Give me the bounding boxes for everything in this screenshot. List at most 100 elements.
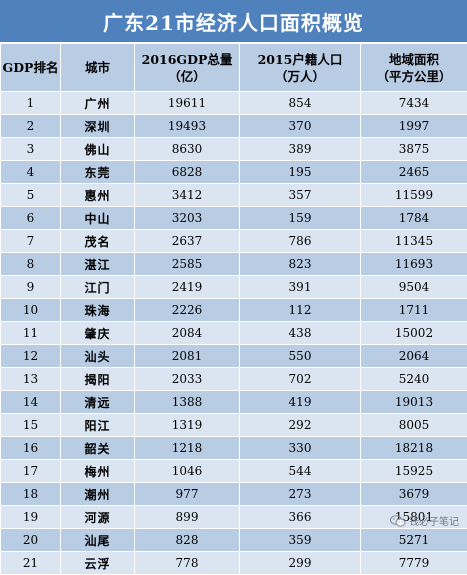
cell-city: 中山 (61, 207, 135, 230)
cell-rank: 9 (1, 276, 61, 299)
cell-city: 汕尾 (61, 529, 135, 552)
cell-rank: 14 (1, 391, 61, 414)
cell-gdp: 1218 (135, 437, 240, 460)
cell-population: 273 (240, 483, 361, 506)
header-pop-line1: 2015户籍人口 (258, 52, 343, 67)
cell-population: 330 (240, 437, 361, 460)
cell-city: 揭阳 (61, 368, 135, 391)
cell-population: 292 (240, 414, 361, 437)
cell-rank: 3 (1, 138, 61, 161)
cell-gdp: 2084 (135, 322, 240, 345)
cell-population: 823 (240, 253, 361, 276)
cell-rank: 8 (1, 253, 61, 276)
cell-city: 江门 (61, 276, 135, 299)
cell-gdp: 3412 (135, 184, 240, 207)
cell-gdp: 778 (135, 552, 240, 575)
cell-area: 15002 (361, 322, 467, 345)
cell-population: 550 (240, 345, 361, 368)
cell-gdp: 977 (135, 483, 240, 506)
cell-gdp: 2419 (135, 276, 240, 299)
cell-population: 389 (240, 138, 361, 161)
cell-population: 702 (240, 368, 361, 391)
cell-city: 湛江 (61, 253, 135, 276)
cell-population: 419 (240, 391, 361, 414)
cell-population: 299 (240, 552, 361, 575)
cell-city: 韶关 (61, 437, 135, 460)
cell-area: 15925 (361, 460, 467, 483)
cell-population: 366 (240, 506, 361, 529)
cell-area: 19013 (361, 391, 467, 414)
cell-area: 5271 (361, 529, 467, 552)
cell-area: 7779 (361, 552, 467, 575)
cell-rank: 4 (1, 161, 61, 184)
cell-rank: 7 (1, 230, 61, 253)
cell-area: 1784 (361, 207, 467, 230)
cell-city: 茂名 (61, 230, 135, 253)
header-gdp-line1: 2016GDP总量 (142, 52, 233, 67)
cell-gdp: 2226 (135, 299, 240, 322)
header-city: 城市 (61, 44, 135, 92)
cell-area: 3679 (361, 483, 467, 506)
cell-gdp: 899 (135, 506, 240, 529)
cell-rank: 18 (1, 483, 61, 506)
cell-city: 河源 (61, 506, 135, 529)
cell-city: 深圳 (61, 115, 135, 138)
header-population: 2015户籍人口（万人） (240, 44, 361, 92)
cell-area: 1711 (361, 299, 467, 322)
city-data-table: GDP排名 城市 2016GDP总量（亿） 2015户籍人口（万人） 地域面积（… (0, 43, 467, 575)
cell-rank: 5 (1, 184, 61, 207)
cell-population: 370 (240, 115, 361, 138)
cell-area: 11345 (361, 230, 467, 253)
cell-gdp: 3203 (135, 207, 240, 230)
table-header: GDP排名 城市 2016GDP总量（亿） 2015户籍人口（万人） 地域面积（… (1, 44, 467, 92)
cell-city: 珠海 (61, 299, 135, 322)
cell-rank: 10 (1, 299, 61, 322)
cell-area: 7434 (361, 92, 467, 115)
cell-area: 11693 (361, 253, 467, 276)
cell-rank: 20 (1, 529, 61, 552)
cell-population: 786 (240, 230, 361, 253)
cell-city: 惠州 (61, 184, 135, 207)
cell-city: 肇庆 (61, 322, 135, 345)
cell-city: 云浮 (61, 552, 135, 575)
cell-gdp: 828 (135, 529, 240, 552)
cell-gdp: 2585 (135, 253, 240, 276)
cell-rank: 1 (1, 92, 61, 115)
cell-city: 潮州 (61, 483, 135, 506)
cell-rank: 6 (1, 207, 61, 230)
cell-area: 2465 (361, 161, 467, 184)
cell-gdp: 1319 (135, 414, 240, 437)
cell-population: 391 (240, 276, 361, 299)
page-title: 广东21市经济人口面积概览 (0, 0, 467, 43)
cell-city: 广州 (61, 92, 135, 115)
cell-city: 汕头 (61, 345, 135, 368)
cell-area: 8005 (361, 414, 467, 437)
cell-gdp: 19611 (135, 92, 240, 115)
cell-gdp: 2033 (135, 368, 240, 391)
cell-population: 544 (240, 460, 361, 483)
cell-population: 438 (240, 322, 361, 345)
cell-gdp: 6828 (135, 161, 240, 184)
header-area-line2: （平方公里） (376, 69, 451, 84)
cell-population: 854 (240, 92, 361, 115)
cell-area: 5240 (361, 368, 467, 391)
cell-area: 18218 (361, 437, 467, 460)
cell-population: 195 (240, 161, 361, 184)
cell-rank: 19 (1, 506, 61, 529)
cell-city: 佛山 (61, 138, 135, 161)
cell-area: 1997 (361, 115, 467, 138)
